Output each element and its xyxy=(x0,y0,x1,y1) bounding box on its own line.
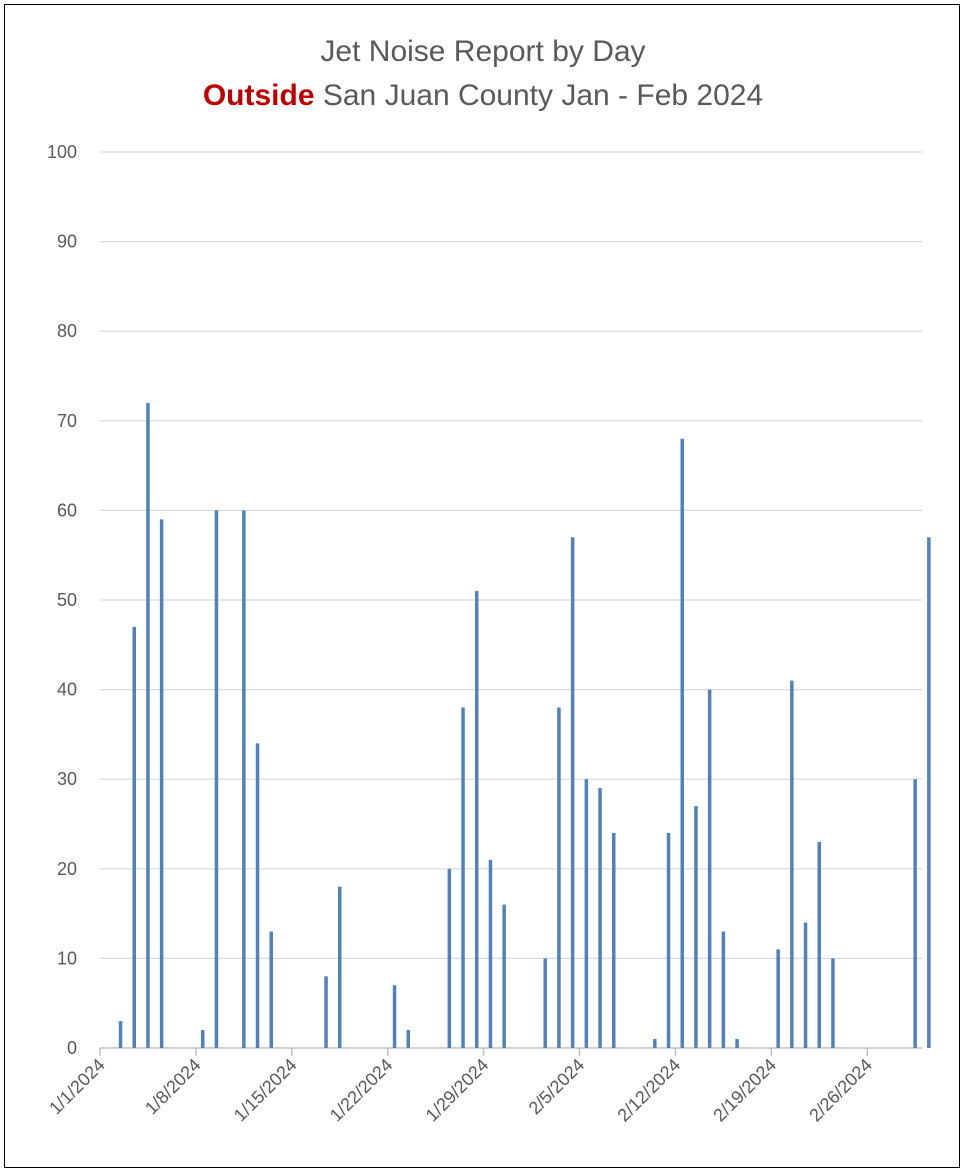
x-tick-label: 1/8/2024 xyxy=(141,1055,205,1119)
subtitle-highlight: Outside xyxy=(202,79,315,112)
y-tick-label: 40 xyxy=(57,680,77,700)
bar xyxy=(913,779,917,1048)
x-tick-label: 1/22/2024 xyxy=(326,1055,397,1126)
y-tick-label: 100 xyxy=(47,142,77,162)
bar xyxy=(653,1039,657,1048)
chart-title: Jet Noise Report by Day xyxy=(320,35,646,68)
bar xyxy=(214,510,219,1048)
subtitle-rest: San Juan County Jan - Feb 2024 xyxy=(322,79,764,112)
y-tick-label: 0 xyxy=(67,1038,77,1058)
bar xyxy=(324,976,328,1048)
bar xyxy=(543,958,547,1048)
x-tick-label: 2/19/2024 xyxy=(709,1055,780,1126)
bar xyxy=(269,931,273,1048)
x-tick-label: 2/26/2024 xyxy=(805,1055,876,1126)
bar xyxy=(803,922,808,1048)
x-tick-label: 1/29/2024 xyxy=(422,1055,493,1126)
bar xyxy=(447,868,452,1048)
bar xyxy=(132,626,136,1048)
bar xyxy=(461,707,465,1048)
bar xyxy=(927,537,931,1048)
y-tick-label: 20 xyxy=(57,859,77,879)
y-tick-label: 90 xyxy=(57,232,77,252)
y-tick-label: 60 xyxy=(57,500,77,520)
bar xyxy=(392,985,397,1048)
bar xyxy=(776,949,780,1048)
bar xyxy=(817,841,821,1048)
bar xyxy=(488,859,493,1048)
bar xyxy=(831,958,835,1048)
x-tick-label: 1/1/2024 xyxy=(45,1055,109,1119)
bar xyxy=(159,519,164,1048)
y-tick-label: 10 xyxy=(57,948,77,968)
bar xyxy=(475,591,479,1048)
bar xyxy=(612,832,616,1048)
bar xyxy=(666,832,671,1048)
bar xyxy=(694,806,698,1048)
bar xyxy=(570,537,575,1048)
y-tick-label: 80 xyxy=(57,321,77,341)
bar xyxy=(118,1021,123,1048)
bar xyxy=(735,1039,739,1048)
bar xyxy=(338,886,342,1048)
bar xyxy=(255,743,260,1048)
bar xyxy=(721,931,726,1048)
bar xyxy=(598,788,602,1048)
bar xyxy=(680,438,684,1049)
y-tick-label: 50 xyxy=(57,590,77,610)
x-tick-label: 2/5/2024 xyxy=(525,1055,589,1119)
bar xyxy=(557,707,561,1048)
bar xyxy=(201,1030,205,1048)
y-tick-label: 30 xyxy=(57,769,77,789)
bar xyxy=(146,402,150,1048)
bar xyxy=(584,779,589,1048)
x-tick-label: 2/12/2024 xyxy=(613,1055,684,1126)
bar xyxy=(790,680,794,1048)
x-tick-label: 1/15/2024 xyxy=(230,1055,301,1126)
bar xyxy=(242,510,246,1048)
chart-subtitle: Outside San Juan County Jan - Feb 2024 xyxy=(0,74,966,118)
y-tick-label: 70 xyxy=(57,411,77,431)
bar xyxy=(502,904,506,1048)
bar xyxy=(406,1030,410,1048)
bar xyxy=(707,689,712,1048)
